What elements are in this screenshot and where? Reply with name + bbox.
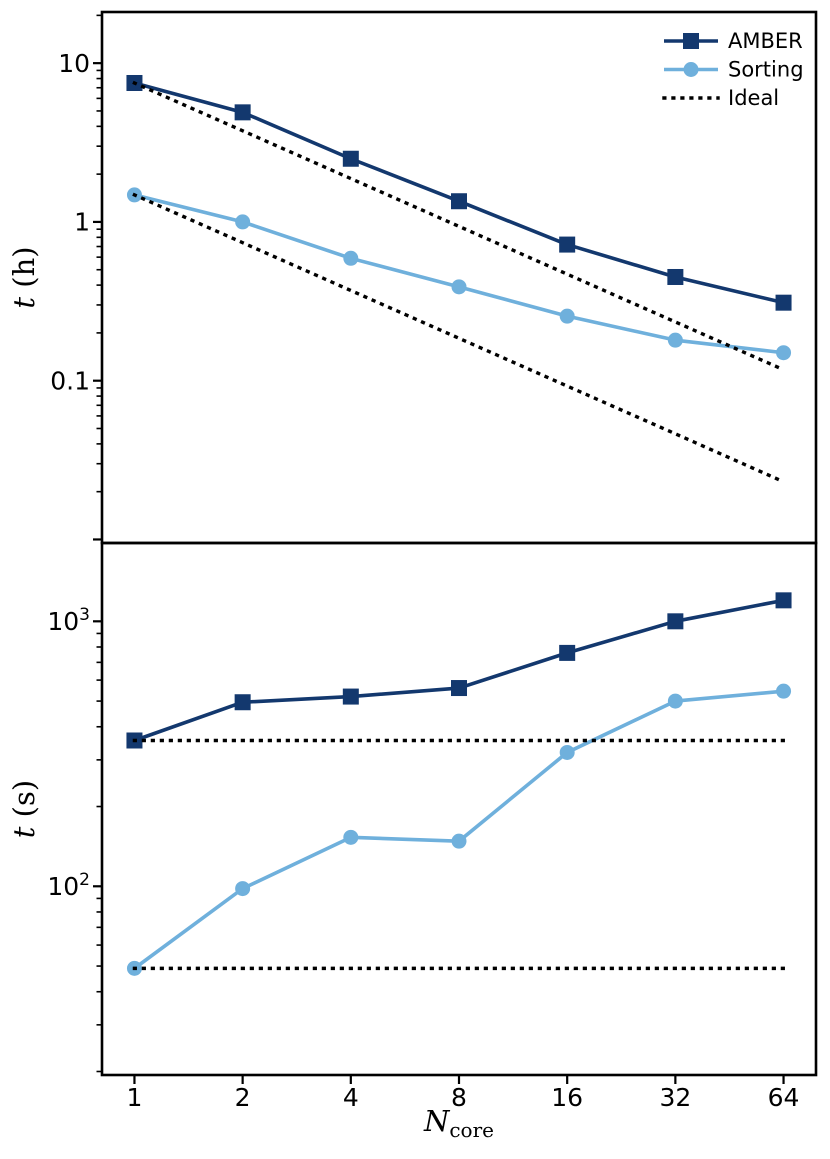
- y-tick-label: 1: [74, 208, 90, 237]
- amber-marker: [667, 268, 684, 285]
- amber-marker: [234, 104, 251, 121]
- legend-label: Sorting: [728, 57, 804, 81]
- x-tick-label: 8: [451, 1083, 467, 1112]
- legend-square-marker-icon: [683, 33, 699, 49]
- amber-marker: [451, 193, 467, 210]
- legend: AMBER Sorting Ideal: [662, 29, 804, 110]
- series-amber-line: [132, 81, 786, 305]
- amber-marker: [775, 294, 792, 311]
- sorting-marker: [451, 279, 467, 295]
- ideal-line: [132, 80, 786, 372]
- y-tick-label: 103: [47, 605, 90, 636]
- x-axis-label: Ncore: [423, 1104, 494, 1142]
- legend-item-sorting: Sorting: [664, 57, 804, 81]
- amber-marker: [775, 592, 792, 609]
- y-tick-label: 10: [58, 49, 90, 78]
- plot-area: [126, 74, 792, 484]
- legend-label: AMBER: [728, 29, 803, 53]
- y-tick-label: 0.1: [50, 366, 90, 395]
- amber-marker: [234, 694, 251, 711]
- legend-circle-marker-icon: [683, 62, 699, 77]
- amber-marker: [342, 150, 359, 167]
- y-axis-label: t (h): [7, 246, 41, 308]
- sorting-marker: [776, 345, 792, 361]
- axes-frame: [100, 10, 818, 545]
- subplot-seconds: 103 102 t (s) 1 2 4 8 16 32 64 Ncore: [7, 541, 818, 1142]
- sorting-marker: [667, 332, 683, 348]
- subplot-hours: 10 1 0.1 t (h) AMBER Sorting Ideal: [7, 10, 818, 545]
- legend-label: Ideal: [728, 86, 779, 110]
- sorting-marker: [776, 683, 792, 699]
- amber-marker: [342, 688, 359, 705]
- amber-marker: [667, 613, 684, 630]
- series-sorting-line: [132, 689, 786, 971]
- ideal-line: [132, 192, 786, 484]
- legend-item-amber: AMBER: [664, 29, 803, 53]
- x-tick-label: 2: [235, 1083, 251, 1112]
- sorting-marker: [667, 693, 683, 709]
- y-axis-label: t (s): [7, 780, 41, 838]
- x-tick-label: 16: [551, 1083, 583, 1112]
- x-tick-label: 64: [768, 1083, 800, 1112]
- y-tick-label: 102: [47, 870, 90, 901]
- sorting-marker: [559, 744, 575, 760]
- sorting-marker: [559, 308, 575, 324]
- sorting-marker: [343, 250, 359, 266]
- amber-marker: [559, 236, 576, 253]
- x-tick-label: 32: [659, 1083, 691, 1112]
- plot-area: [126, 592, 792, 976]
- sorting-marker: [343, 829, 359, 845]
- series-sorting-line: [132, 193, 786, 355]
- amber-marker: [451, 680, 467, 697]
- series-amber-line: [132, 598, 786, 743]
- axes-frame: [100, 541, 818, 1077]
- sorting-marker: [235, 881, 251, 897]
- legend-item-ideal: Ideal: [662, 86, 779, 110]
- sorting-marker: [451, 833, 467, 849]
- amber-marker: [559, 644, 576, 661]
- x-tick-label: 4: [343, 1083, 359, 1112]
- sorting-marker: [235, 214, 251, 230]
- x-tick-label: 1: [127, 1083, 143, 1112]
